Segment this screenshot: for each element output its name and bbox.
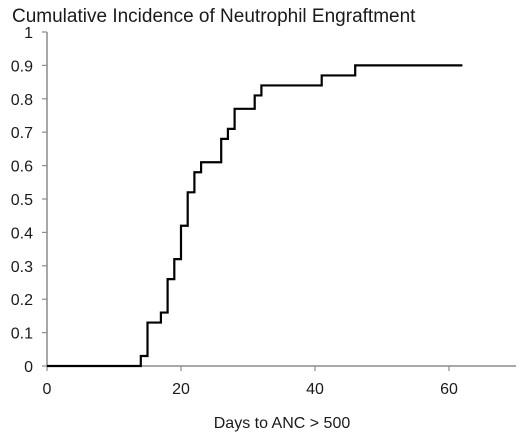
y-tick-label: 0	[24, 359, 33, 376]
y-tick-label: 0.7	[11, 125, 33, 142]
x-tick-label: 60	[440, 381, 458, 398]
y-axis: 0 0.1 0.2 0.3 0.4 0.5 0.6 0.7 0.8 0.9 1	[11, 25, 48, 376]
series-line	[47, 64, 463, 368]
y-tick-label: 0.5	[11, 192, 33, 209]
y-tick-label: 0.9	[11, 58, 33, 75]
x-tick-label: 0	[43, 381, 52, 398]
x-tick-label: 20	[172, 381, 190, 398]
y-tick-label: 0.2	[11, 292, 33, 309]
y-tick-label: 0.6	[11, 159, 33, 176]
y-tick-label: 0.1	[11, 326, 33, 343]
y-tick-label: 1	[24, 25, 33, 42]
chart-title: Cumulative Incidence of Neutrophil Engra…	[12, 6, 416, 27]
series-group	[47, 64, 463, 368]
x-tick-label: 40	[306, 381, 324, 398]
x-axis-label: Days to ANC > 500	[214, 415, 351, 432]
x-axis: 0 20 40 60	[43, 365, 516, 398]
y-tick-label: 0.3	[11, 259, 33, 276]
y-tick-label: 0.8	[11, 92, 33, 109]
y-tick-label: 0.4	[11, 225, 33, 242]
